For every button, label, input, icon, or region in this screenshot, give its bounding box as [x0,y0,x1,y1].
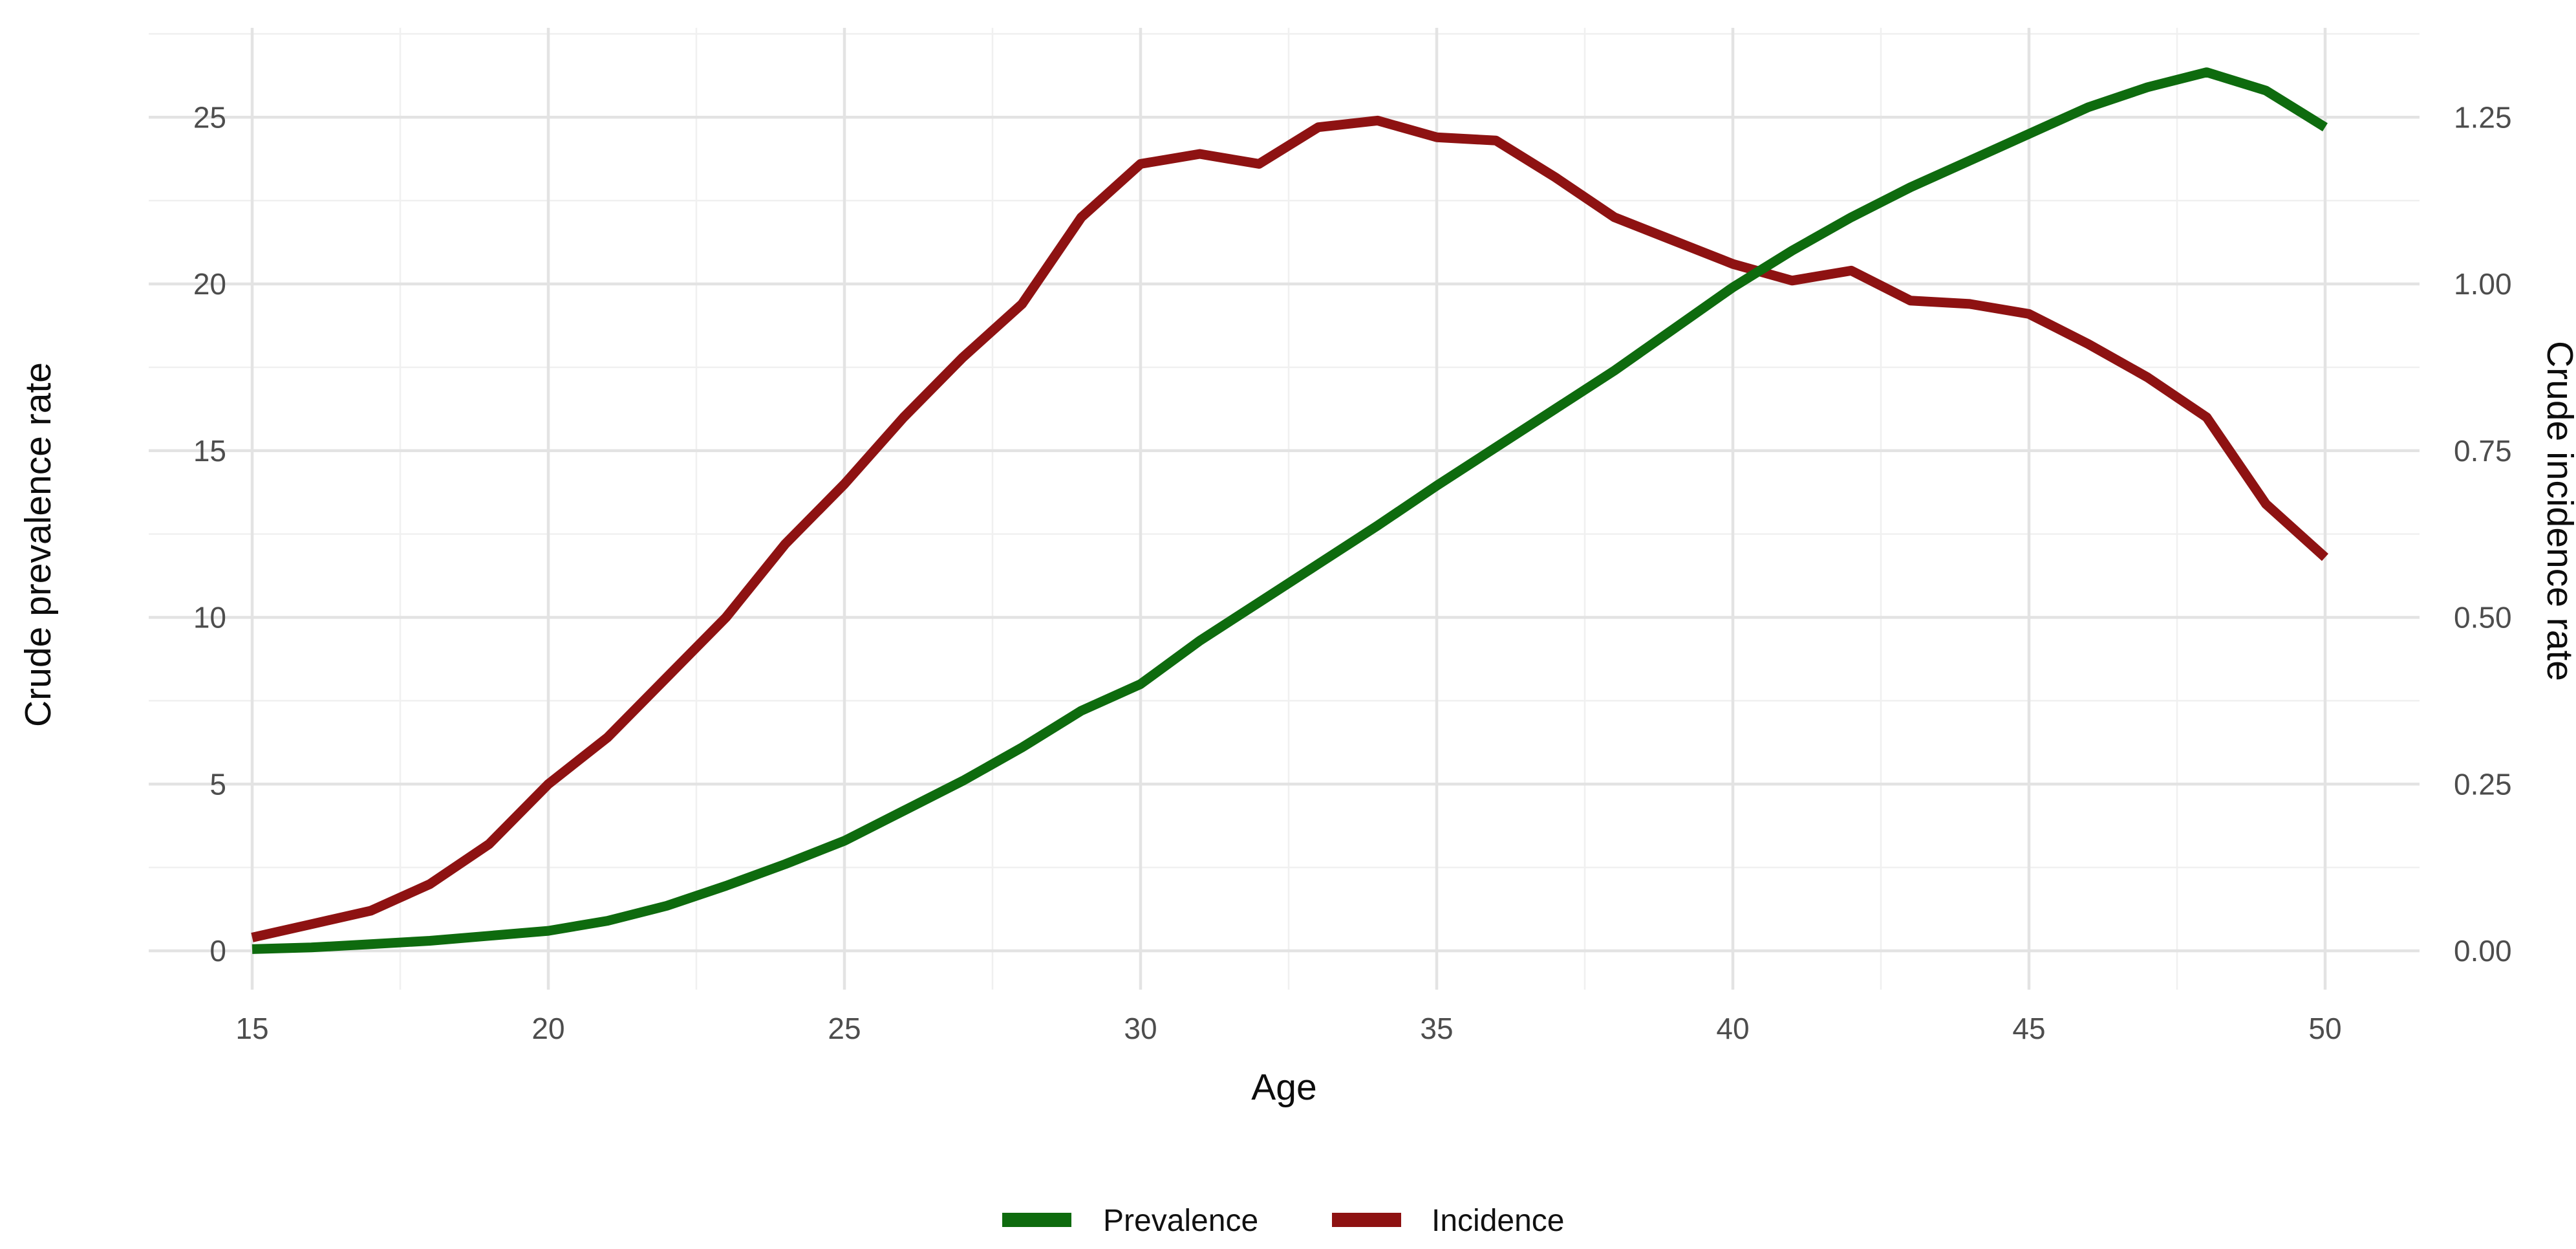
y-right-tick-label: 0.50 [2454,601,2512,635]
x-tick-label: 25 [828,1012,861,1045]
legend-label-incidence: Incidence [1432,1204,1564,1238]
chart-legend: Prevalence Incidence [1002,1204,1564,1238]
y-left-tick-label: 20 [193,267,226,301]
x-tick-label: 40 [1716,1012,1749,1045]
y-left-tick-label: 10 [193,601,226,635]
right-axis-tick-labels: 0.00 0.25 0.50 0.75 1.00 1.25 [2454,100,2512,968]
right-axis-title: Crude incidence rate [2539,341,2576,681]
legend-swatch-prevalence [1002,1213,1071,1227]
y-right-tick-label: 1.00 [2454,267,2512,301]
legend-swatch-incidence [1332,1213,1401,1227]
y-left-tick-label: 25 [193,100,226,134]
y-right-tick-label: 0.25 [2454,767,2512,801]
series-lines [251,67,2329,954]
x-axis-tick-labels: 15 20 25 30 35 40 45 50 [235,1012,2341,1045]
x-tick-label: 45 [2012,1012,2045,1045]
major-gridlines [149,28,2420,990]
x-tick-label: 20 [531,1012,564,1045]
x-tick-label: 50 [2308,1012,2341,1045]
x-tick-label: 35 [1420,1012,1453,1045]
x-tick-label: 15 [235,1012,268,1045]
left-axis-title: Crude prevalence rate [17,362,59,727]
legend-label-prevalence: Prevalence [1103,1204,1258,1238]
minor-gridlines [149,28,2420,990]
y-left-tick-label: 15 [193,434,226,468]
incidence-line [251,115,2329,942]
y-left-tick-label: 5 [209,767,226,801]
prevalence-line [252,67,2328,954]
left-axis-tick-labels: 0 5 10 15 20 25 [193,100,226,968]
y-right-tick-label: 1.25 [2454,100,2512,134]
y-left-tick-label: 0 [209,934,226,968]
x-axis-title: Age [1251,1067,1316,1108]
x-tick-label: 30 [1124,1012,1157,1045]
y-right-tick-label: 0.75 [2454,434,2512,468]
y-right-tick-label: 0.00 [2454,934,2512,968]
